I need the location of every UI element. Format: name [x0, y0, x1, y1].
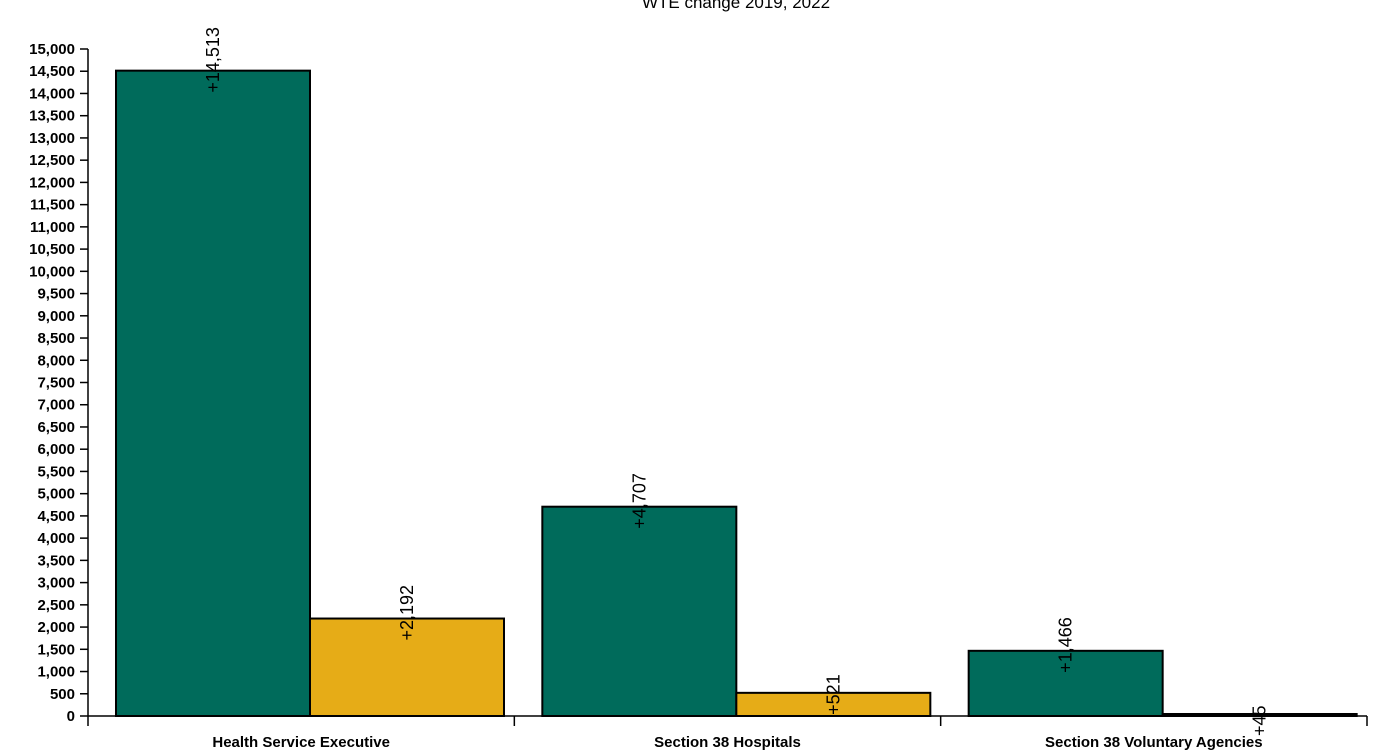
y-tick-label: 7,000	[37, 397, 75, 414]
bar	[967, 649, 1164, 718]
y-tick-label: 4,000	[37, 530, 75, 547]
y-tick-label: 6,500	[37, 419, 75, 436]
data-label: +521	[823, 674, 843, 715]
data-label: +45	[1250, 705, 1270, 736]
y-tick-label: 7,500	[37, 375, 75, 392]
y-tick-label: 8,000	[37, 352, 75, 369]
data-labels-group: +14,513 +2,192 +4,707 +521 +1,466 +45	[203, 27, 1270, 736]
y-axis-ticks: 0 500 1,000 1,500 2,000 2,500 3,000 3,500 4,000 4…	[29, 41, 88, 725]
y-tick-label: 2,500	[37, 597, 75, 614]
data-label: +14,513	[203, 27, 223, 93]
data-label: +2,192	[397, 585, 417, 641]
y-tick-label: 14,500	[29, 63, 75, 80]
y-tick-label: 500	[50, 686, 75, 703]
y-tick-label: 3,500	[37, 552, 75, 569]
x-tick-label: Section 38 Voluntary Agencies	[1045, 734, 1263, 751]
data-label: +4,707	[629, 473, 649, 529]
y-tick-label: 15,000	[29, 41, 75, 58]
y-tick-label: 5,500	[37, 463, 75, 480]
x-axis-ticks: Health Service Executive Section 38 Hospi…	[87, 716, 1368, 751]
x-tick-label: Health Service Executive	[212, 734, 390, 751]
chart-title: WTE change 2019, 2022	[642, 0, 830, 12]
bar	[309, 617, 505, 717]
y-tick-label: 12,500	[29, 152, 75, 169]
y-tick-label: 4,500	[37, 508, 75, 525]
y-tick-label: 9,000	[37, 308, 75, 325]
y-tick-label: 1,000	[37, 664, 75, 681]
y-tick-label: 13,500	[29, 108, 75, 125]
y-tick-label: 11,000	[30, 219, 75, 236]
y-tick-label: 9,500	[37, 286, 75, 303]
y-tick-label: 8,500	[37, 330, 75, 347]
y-tick-label: 2,000	[37, 619, 75, 636]
bar	[541, 505, 738, 717]
y-tick-label: 0	[67, 708, 75, 725]
data-label: +1,466	[1056, 617, 1076, 673]
y-tick-label: 10,500	[29, 241, 75, 258]
y-tick-label: 3,000	[37, 575, 75, 592]
y-tick-label: 10,000	[29, 263, 75, 280]
bars-group	[115, 69, 1358, 718]
y-tick-label: 6,000	[37, 441, 75, 458]
y-tick-label: 11,500	[30, 197, 75, 214]
y-tick-label: 12,000	[29, 174, 75, 191]
x-tick-label: Section 38 Hospitals	[654, 734, 801, 751]
y-tick-label: 13,000	[29, 130, 75, 147]
y-tick-label: 14,000	[29, 85, 75, 102]
y-tick-label: 1,500	[37, 641, 75, 658]
bar	[115, 69, 311, 717]
y-tick-label: 5,000	[37, 486, 75, 503]
